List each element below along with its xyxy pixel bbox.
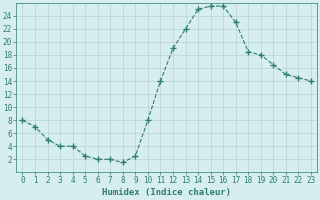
X-axis label: Humidex (Indice chaleur): Humidex (Indice chaleur) bbox=[102, 188, 231, 197]
